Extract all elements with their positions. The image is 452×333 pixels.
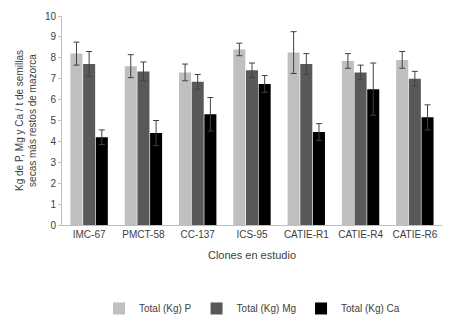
svg-text:Kg de P, Mg y Ca / t de semill: Kg de P, Mg y Ca / t de semillassecas má… <box>14 50 38 191</box>
svg-text:3: 3 <box>50 157 56 168</box>
svg-text:0: 0 <box>50 220 56 231</box>
svg-text:CATIE-R6: CATIE-R6 <box>392 229 437 240</box>
svg-text:Total (Kg) Mg: Total (Kg) Mg <box>237 303 296 314</box>
svg-text:4: 4 <box>50 136 56 147</box>
svg-text:9: 9 <box>50 31 56 42</box>
svg-text:PMCT-58: PMCT-58 <box>122 229 165 240</box>
svg-text:Total (Kg) P: Total (Kg) P <box>139 303 192 314</box>
svg-text:8: 8 <box>50 52 56 63</box>
svg-text:ICS-95: ICS-95 <box>236 229 268 240</box>
svg-text:IMC-67: IMC-67 <box>73 229 106 240</box>
svg-text:CATIE-R1: CATIE-R1 <box>284 229 329 240</box>
svg-text:CC-137: CC-137 <box>180 229 215 240</box>
svg-text:6: 6 <box>50 94 56 105</box>
svg-text:1: 1 <box>50 199 56 210</box>
svg-text:Clones en estudio: Clones en estudio <box>208 249 296 261</box>
svg-text:Total (Kg) Ca: Total (Kg) Ca <box>341 303 400 314</box>
svg-text:5: 5 <box>50 115 56 126</box>
svg-text:2: 2 <box>50 178 56 189</box>
svg-text:CATIE-R4: CATIE-R4 <box>338 229 383 240</box>
svg-text:7: 7 <box>50 73 56 84</box>
svg-text:10: 10 <box>45 11 57 22</box>
